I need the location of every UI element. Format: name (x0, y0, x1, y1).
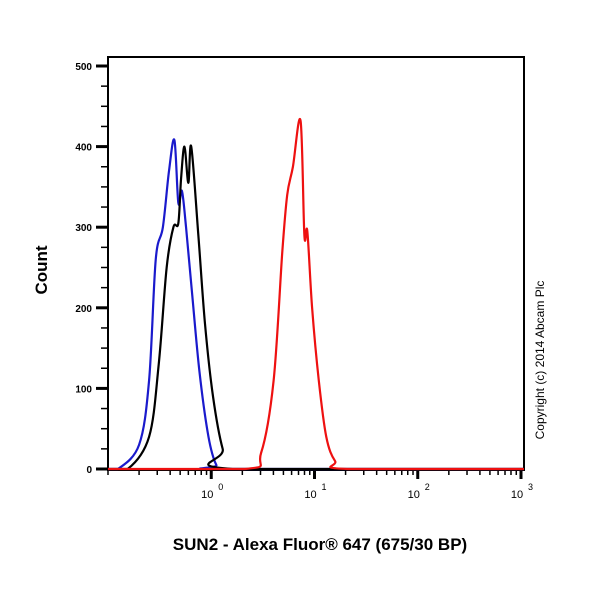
plot-frame (107, 56, 525, 471)
x-tick-label: 10 (304, 489, 316, 501)
y-tick-label: 500 (75, 62, 92, 73)
y-tick-label: 0 (86, 465, 92, 476)
y-axis: 0 100 200 300 400 500 (75, 62, 108, 476)
series-red-line (108, 117, 524, 471)
y-tick-label: 200 (75, 304, 92, 315)
series-black-line (108, 144, 524, 471)
y-axis-label: Count (32, 245, 51, 295)
x-tick-exponent: 3 (528, 482, 533, 492)
x-tick-label: 10 (408, 489, 420, 501)
y-tick-label: 400 (75, 143, 92, 154)
x-tick-label: 10 (201, 489, 213, 501)
x-tick-label: 10 (511, 489, 523, 501)
x-tick-exponent: 0 (218, 482, 223, 492)
x-tick-exponent: 1 (322, 482, 327, 492)
y-tick-label: 300 (75, 223, 92, 234)
series-blue-line (108, 138, 524, 471)
x-axis-label: SUN2 - Alexa Fluor® 647 (675/30 BP) (172, 535, 468, 554)
y-tick-label: 100 (75, 384, 92, 395)
copyright-annotation: Copyright (c) 2014 Abcam Plc (533, 280, 547, 440)
x-tick-exponent: 2 (425, 482, 430, 492)
series-group (108, 117, 524, 471)
x-axis: 10 0 10 1 10 2 10 3 (107, 470, 533, 501)
